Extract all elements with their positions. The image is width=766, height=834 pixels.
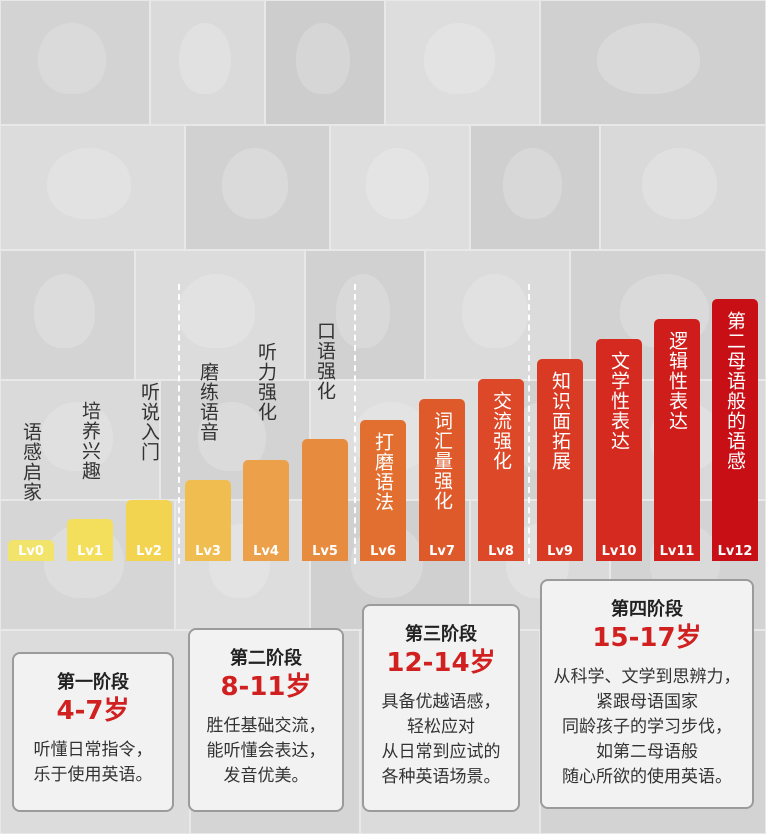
- stage-card-4: 第四阶段 15-17岁从科学、文学到思辨力， 紧跟母语国家同龄孩子的学习步伐， 如第二…: [540, 579, 754, 809]
- level-code: Lv6: [370, 544, 396, 559]
- level-bar-lv11: Lv11: [654, 319, 700, 561]
- level-label: 培养兴趣: [79, 401, 101, 481]
- level-bar-lv12: Lv12: [712, 299, 758, 561]
- stage-divider: [178, 284, 180, 564]
- level-bar-lv7: Lv7: [419, 399, 465, 561]
- stage-age: 4-7岁: [56, 696, 130, 726]
- level-label: 逻辑性表达: [666, 331, 688, 431]
- stage-description: 胜任基础交流， 能听懂会表达， 发音优美。: [190, 714, 342, 789]
- level-bar-lv8: Lv8: [478, 379, 524, 561]
- stage-divider: [528, 284, 530, 564]
- level-label: 知识面拓展: [549, 371, 571, 471]
- level-bar-lv5: Lv5: [302, 439, 348, 561]
- stage-title: 第一阶段: [57, 672, 129, 693]
- level-code: Lv10: [601, 544, 637, 559]
- level-code: Lv5: [312, 544, 338, 559]
- level-bar-lv4: Lv4: [243, 460, 289, 561]
- level-label: 听力强化: [255, 342, 277, 422]
- stage-description: 从科学、文学到思辨力， 紧跟母语国家同龄孩子的学习步伐， 如第二母语般随心所欲的使用…: [542, 665, 752, 790]
- level-label: 交流强化: [490, 391, 512, 471]
- level-label: 听说入门: [138, 382, 160, 462]
- level-code: Lv8: [488, 544, 514, 559]
- stage-card-3: 第三阶段 12-14岁具备优越语感， 轻松应对从日常到应试的 各种英语场景。: [362, 604, 520, 812]
- stage-card-1: 第一阶段 4-7岁听懂日常指令， 乐于使用英语。: [12, 652, 174, 812]
- level-bar-lv10: Lv10: [596, 339, 642, 561]
- level-code: Lv0: [18, 544, 44, 559]
- stage-age: 15-17岁: [592, 623, 702, 653]
- level-code: Lv2: [136, 544, 162, 559]
- level-code: Lv3: [195, 544, 221, 559]
- stage-title: 第四阶段: [611, 599, 683, 620]
- description-line: 发音优美。: [223, 766, 309, 786]
- level-bar-lv6: Lv6: [360, 420, 406, 561]
- stage-divider: [354, 284, 356, 564]
- stage-age: 12-14岁: [386, 648, 496, 678]
- level-code: Lv4: [253, 544, 279, 559]
- level-label: 口语强化: [314, 321, 336, 401]
- level-label: 打磨语法: [372, 432, 394, 512]
- description-line: 从日常到应试的: [381, 742, 501, 762]
- description-line: 从科学、文学到思辨力，: [553, 667, 741, 687]
- level-code: Lv11: [659, 544, 695, 559]
- level-code: Lv7: [429, 544, 455, 559]
- description-line: 胜任基础交流，: [206, 716, 326, 736]
- description-line: 听懂日常指令，: [33, 740, 153, 760]
- description-line: 轻松应对: [407, 717, 475, 737]
- description-line: 如第二母语般: [596, 742, 698, 762]
- level-code: Lv12: [717, 544, 753, 559]
- description-line: 具备优越语感，: [381, 692, 501, 712]
- level-bar-lv3: Lv3: [185, 480, 231, 561]
- stage-description: 具备优越语感， 轻松应对从日常到应试的 各种英语场景。: [364, 690, 518, 790]
- level-label: 磨练语音: [197, 362, 219, 442]
- stage-card-2: 第二阶段 8-11岁胜任基础交流， 能听懂会表达， 发音优美。: [188, 628, 344, 812]
- description-line: 随心所欲的使用英语。: [562, 767, 732, 787]
- level-label: 第二母语般的语感: [724, 311, 746, 471]
- description-line: 紧跟母语国家: [596, 692, 698, 712]
- level-label: 文学性表达: [608, 351, 630, 451]
- level-bar-lv9: Lv9: [537, 359, 583, 561]
- stage-description: 听懂日常指令， 乐于使用英语。: [14, 738, 172, 788]
- level-label: 语感启家: [20, 422, 42, 502]
- description-line: 能听懂会表达，: [206, 741, 326, 761]
- level-bar-lv2: Lv2: [126, 500, 172, 561]
- description-line: 同龄孩子的学习步伐，: [562, 717, 732, 737]
- level-label: 词汇量强化: [431, 411, 453, 511]
- stage-title: 第三阶段: [405, 624, 477, 645]
- stage-title: 第二阶段: [230, 648, 302, 669]
- stage-age: 8-11岁: [220, 672, 312, 702]
- level-code: Lv9: [547, 544, 573, 559]
- level-bar-lv0: Lv0: [8, 540, 54, 561]
- level-bar-lv1: Lv1: [67, 519, 113, 561]
- description-line: 乐于使用英语。: [33, 765, 153, 785]
- level-code: Lv1: [77, 544, 103, 559]
- description-line: 各种英语场景。: [381, 767, 501, 787]
